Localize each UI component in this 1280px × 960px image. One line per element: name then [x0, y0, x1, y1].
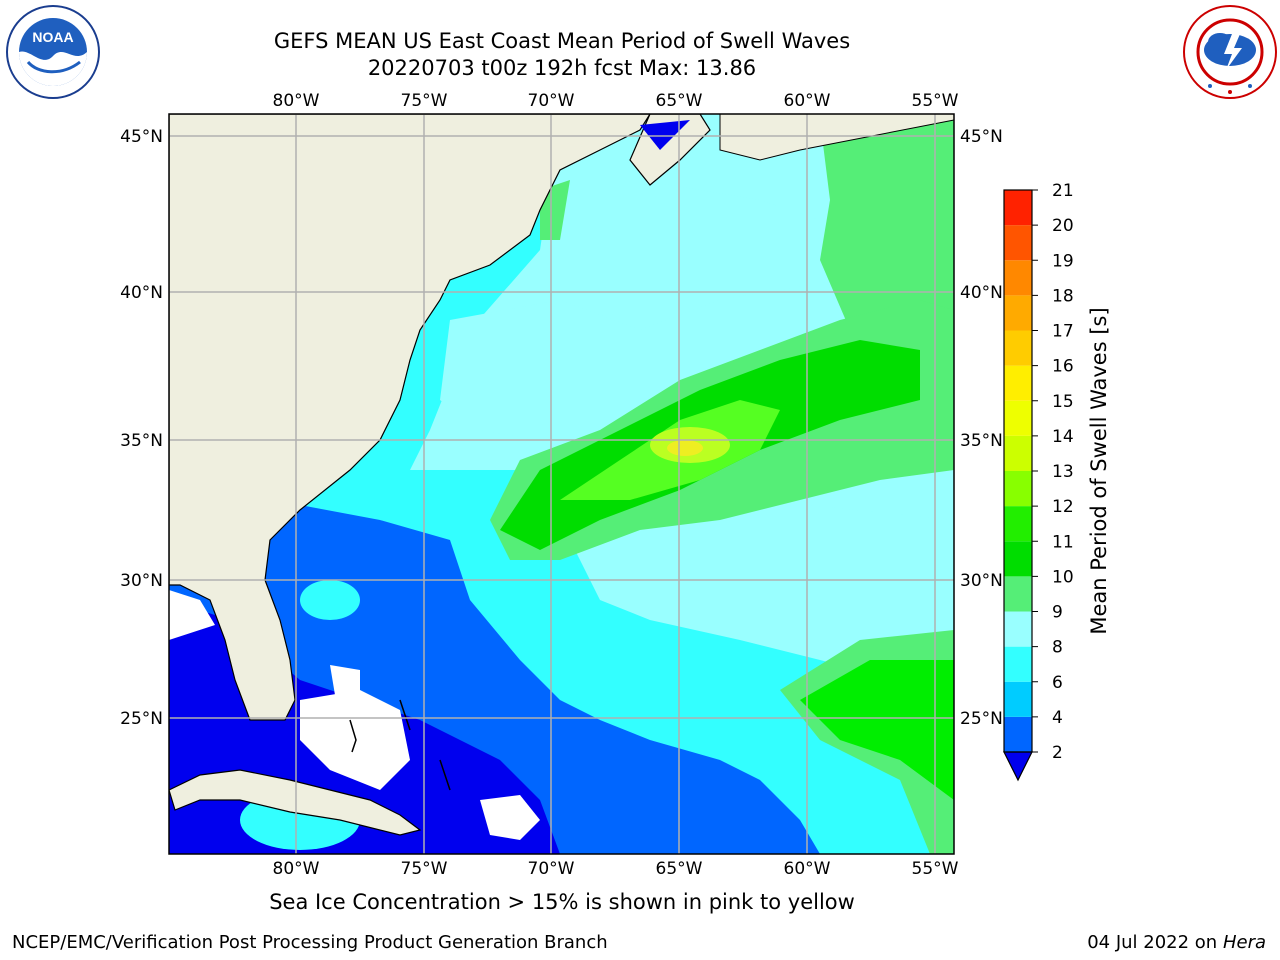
colorbar-tick-13: 13	[1052, 462, 1074, 482]
bahamas-banks	[300, 690, 410, 790]
lat-tick-right-0: 45°N	[960, 127, 1003, 147]
colorbar-segment-13	[1004, 435, 1032, 471]
colorbar-segment-11	[1004, 506, 1032, 542]
colorbar-tick-9: 9	[1052, 603, 1063, 623]
colorbar-label: Mean Period of Swell Waves [s]	[1087, 307, 1111, 634]
colorbar-tick-19: 19	[1052, 251, 1074, 271]
lon-tick-bottom-2: 70°W	[528, 859, 575, 879]
noaa-logo-text: NOAA	[32, 29, 73, 45]
colorbar-tick-6: 6	[1052, 673, 1063, 693]
colorbar-segment-6	[1004, 646, 1032, 682]
lon-tick-bottom-5: 55°W	[912, 859, 959, 879]
lon-tick-bottom-3: 65°W	[656, 859, 703, 879]
colorbar-segment-15	[1004, 365, 1032, 401]
land-us-east-coast	[169, 114, 651, 721]
footer-date: 04 Jul 2022 on Hera	[1087, 932, 1266, 953]
colorbar-tick-16: 16	[1052, 357, 1074, 377]
colorbar-tick-17: 17	[1052, 322, 1074, 342]
footer-host: Hera	[1222, 932, 1266, 953]
lat-tick-right-2: 35°N	[960, 431, 1003, 451]
chart-title: GEFS MEAN US East Coast Mean Period of S…	[273, 29, 851, 53]
colorbar-segment-14	[1004, 400, 1032, 436]
colorbar-segment-2	[1004, 716, 1032, 752]
lat-tick-right-3: 30°N	[960, 571, 1003, 591]
colorbar-tick-11: 11	[1052, 532, 1074, 552]
lon-tick-bottom-0: 80°W	[273, 859, 320, 879]
noaa-logo: NOAA	[6, 5, 100, 99]
colorbar-segment-10	[1004, 541, 1032, 577]
lat-tick-left-2: 35°N	[120, 431, 163, 451]
gridlines	[169, 114, 954, 854]
colorbar-tick-15: 15	[1052, 392, 1074, 412]
footer-credit: NCEP/EMC/Verification Post Processing Pr…	[12, 932, 608, 953]
colorbar-tick-8: 8	[1052, 638, 1063, 658]
colorbar-segment-18	[1004, 260, 1032, 296]
lon-tick-top-5: 55°W	[912, 91, 959, 111]
land-north	[719, 114, 954, 161]
colorbar-tick-2: 2	[1052, 743, 1063, 763]
colorbar-segment-8	[1004, 611, 1032, 647]
lon-tick-top-3: 65°W	[656, 91, 703, 111]
colorbar-tick-21: 21	[1052, 181, 1074, 201]
colorbar-segment-17	[1004, 295, 1032, 331]
lon-tick-top-0: 80°W	[273, 91, 320, 111]
colorbar: 2 4 6 8 9 10 11 12 13 14 15 16 17 18 19 20 21 Mean Period…	[1003, 181, 1111, 782]
map-field	[169, 114, 954, 854]
lon-tick-top-2: 70°W	[528, 91, 575, 111]
lon-tick-bottom-4: 60°W	[784, 859, 831, 879]
nws-logo	[1183, 5, 1277, 99]
lat-tick-left-1: 40°N	[120, 283, 163, 303]
lat-tick-right-1: 40°N	[960, 283, 1003, 303]
lat-tick-right-4: 25°N	[960, 709, 1003, 729]
colorbar-under-arrow	[1003, 751, 1033, 782]
lat-tick-left-0: 45°N	[120, 127, 163, 147]
lon-tick-bottom-1: 75°W	[401, 859, 448, 879]
land-cuba	[169, 769, 422, 836]
colorbar-tick-10: 10	[1052, 567, 1074, 587]
colorbar-segment-19	[1004, 225, 1032, 261]
chart-subtitle: 20220703 t00z 192h fcst Max: 13.86	[367, 56, 757, 80]
colorbar-tick-14: 14	[1052, 427, 1074, 447]
colorbar-tick-4: 4	[1052, 708, 1063, 728]
colorbar-segment-4	[1004, 681, 1032, 717]
axis-labels: 80°W 80°W 75°W 75°W 70°W 70°W 65°W 65°W 60°W 60°W…	[120, 91, 1003, 879]
lon-tick-top-1: 75°W	[401, 91, 448, 111]
colorbar-segment-12	[1004, 471, 1032, 507]
colorbar-tick-20: 20	[1052, 216, 1074, 236]
lat-tick-left-3: 30°N	[120, 571, 163, 591]
lon-tick-top-4: 60°W	[784, 91, 831, 111]
footer-date-text: 04 Jul 2022 on	[1087, 932, 1223, 953]
colorbar-segment-20	[1004, 190, 1032, 226]
colorbar-tick-12: 12	[1052, 497, 1074, 517]
colorbar-tick-18: 18	[1052, 286, 1074, 306]
sea-ice-note: Sea Ice Concentration > 15% is shown in …	[269, 890, 855, 914]
colorbar-segment-9	[1004, 576, 1032, 612]
lat-tick-left-4: 25°N	[120, 709, 163, 729]
colorbar-segment-16	[1004, 330, 1032, 366]
map-frame	[168, 113, 955, 855]
